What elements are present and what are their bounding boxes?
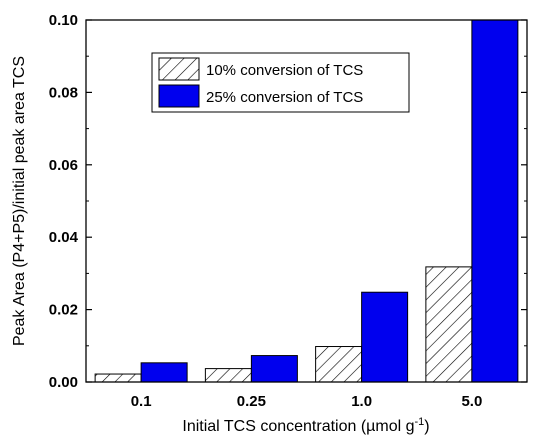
x-axis-label-main: Initial TCS concentration (µmol g	[182, 418, 414, 435]
bar-25pct-0.25	[250, 355, 298, 383]
x-axis-label-end: )	[424, 418, 429, 435]
bar-10pct-0.25	[204, 368, 252, 383]
x-axis-label-superscript: -1	[415, 416, 425, 428]
x-tick-label: 5.0	[461, 393, 482, 410]
y-axis-label: Peak Area (P4+P5)/initial peak area TCS	[11, 56, 28, 346]
x-tick-label: 1.0	[351, 393, 372, 410]
y-tick-label: 0.06	[49, 157, 78, 174]
x-axis: 0.1 0.25 1.0 5.0	[131, 393, 483, 410]
legend-swatch-10pct	[158, 57, 200, 81]
bar-10pct-1.0	[315, 346, 363, 383]
bar-10pct-5.0	[425, 266, 473, 383]
bar-25pct-5.0	[471, 19, 519, 383]
x-tick-label: 0.1	[131, 393, 152, 410]
bar-25pct-0.1	[140, 362, 188, 383]
x-tick-label: 0.25	[237, 393, 266, 410]
legend: 10% conversion of TCS 25% conversion of …	[151, 52, 410, 113]
y-tick-label: 0.10	[49, 12, 78, 29]
plot-area	[94, 19, 519, 383]
y-axis: 0.00 0.02 0.04 0.06 0.08 0.10	[49, 12, 527, 391]
y-tick-label: 0.04	[49, 229, 79, 246]
legend-label-10pct: 10% conversion of TCS	[206, 62, 363, 79]
y-tick-label: 0.00	[49, 374, 78, 391]
bar-25pct-1.0	[361, 291, 409, 383]
legend-label-25pct: 25% conversion of TCS	[206, 89, 363, 106]
legend-swatch-25pct	[158, 84, 200, 108]
y-tick-label: 0.08	[49, 84, 78, 101]
y-tick-label: 0.02	[49, 302, 78, 319]
x-axis-label: Initial TCS concentration (µmol g-1)	[182, 416, 429, 435]
bar-10pct-0.1	[94, 373, 142, 383]
